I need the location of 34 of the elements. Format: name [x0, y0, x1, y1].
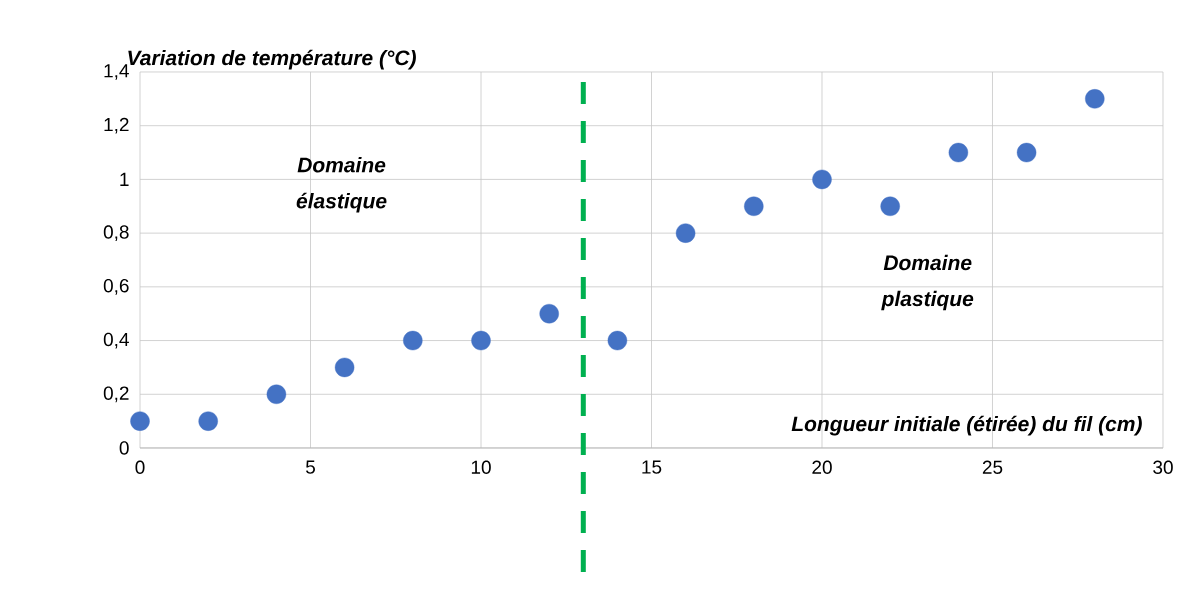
y-tick-label: 0,8 [103, 225, 129, 241]
x-axis-title: Longueur initiale (étirée) du fil (cm) [791, 415, 1142, 436]
y-tick-label: 0,2 [103, 386, 129, 403]
point [744, 196, 764, 216]
point [130, 411, 150, 431]
point [198, 411, 218, 431]
y-axis-title: Variation de température (°C) [128, 49, 416, 70]
y-tick-label: 0,4 [103, 332, 129, 349]
y-tick-label: 1,4 [104, 64, 129, 80]
point [266, 384, 287, 404]
x-tick-label: 0 [135, 460, 145, 474]
x-tick-label: 5 [305, 460, 315, 474]
point [948, 142, 969, 163]
point [1085, 89, 1105, 109]
point [471, 330, 491, 351]
point [539, 304, 559, 324]
x-tick-label: 10 [471, 460, 491, 474]
x-tick-label: 20 [812, 460, 832, 474]
x-tick-label: 25 [982, 460, 1003, 474]
point [607, 330, 628, 351]
x-tick-label: 30 [1153, 460, 1173, 474]
point [880, 196, 900, 216]
y-tick-label: 0,6 [103, 278, 129, 295]
y-tick-label: 1,2 [104, 117, 129, 134]
point [812, 169, 832, 190]
point [675, 223, 696, 243]
y-tick-label: 0 [119, 441, 129, 455]
point [403, 330, 423, 351]
annotation: Domaine plastique [881, 254, 974, 311]
y-tick-label: 1 [120, 172, 129, 186]
point [1016, 142, 1037, 163]
annotation: Domaine élastique [296, 157, 387, 213]
point [334, 357, 355, 378]
x-tick-label: 15 [642, 460, 662, 474]
